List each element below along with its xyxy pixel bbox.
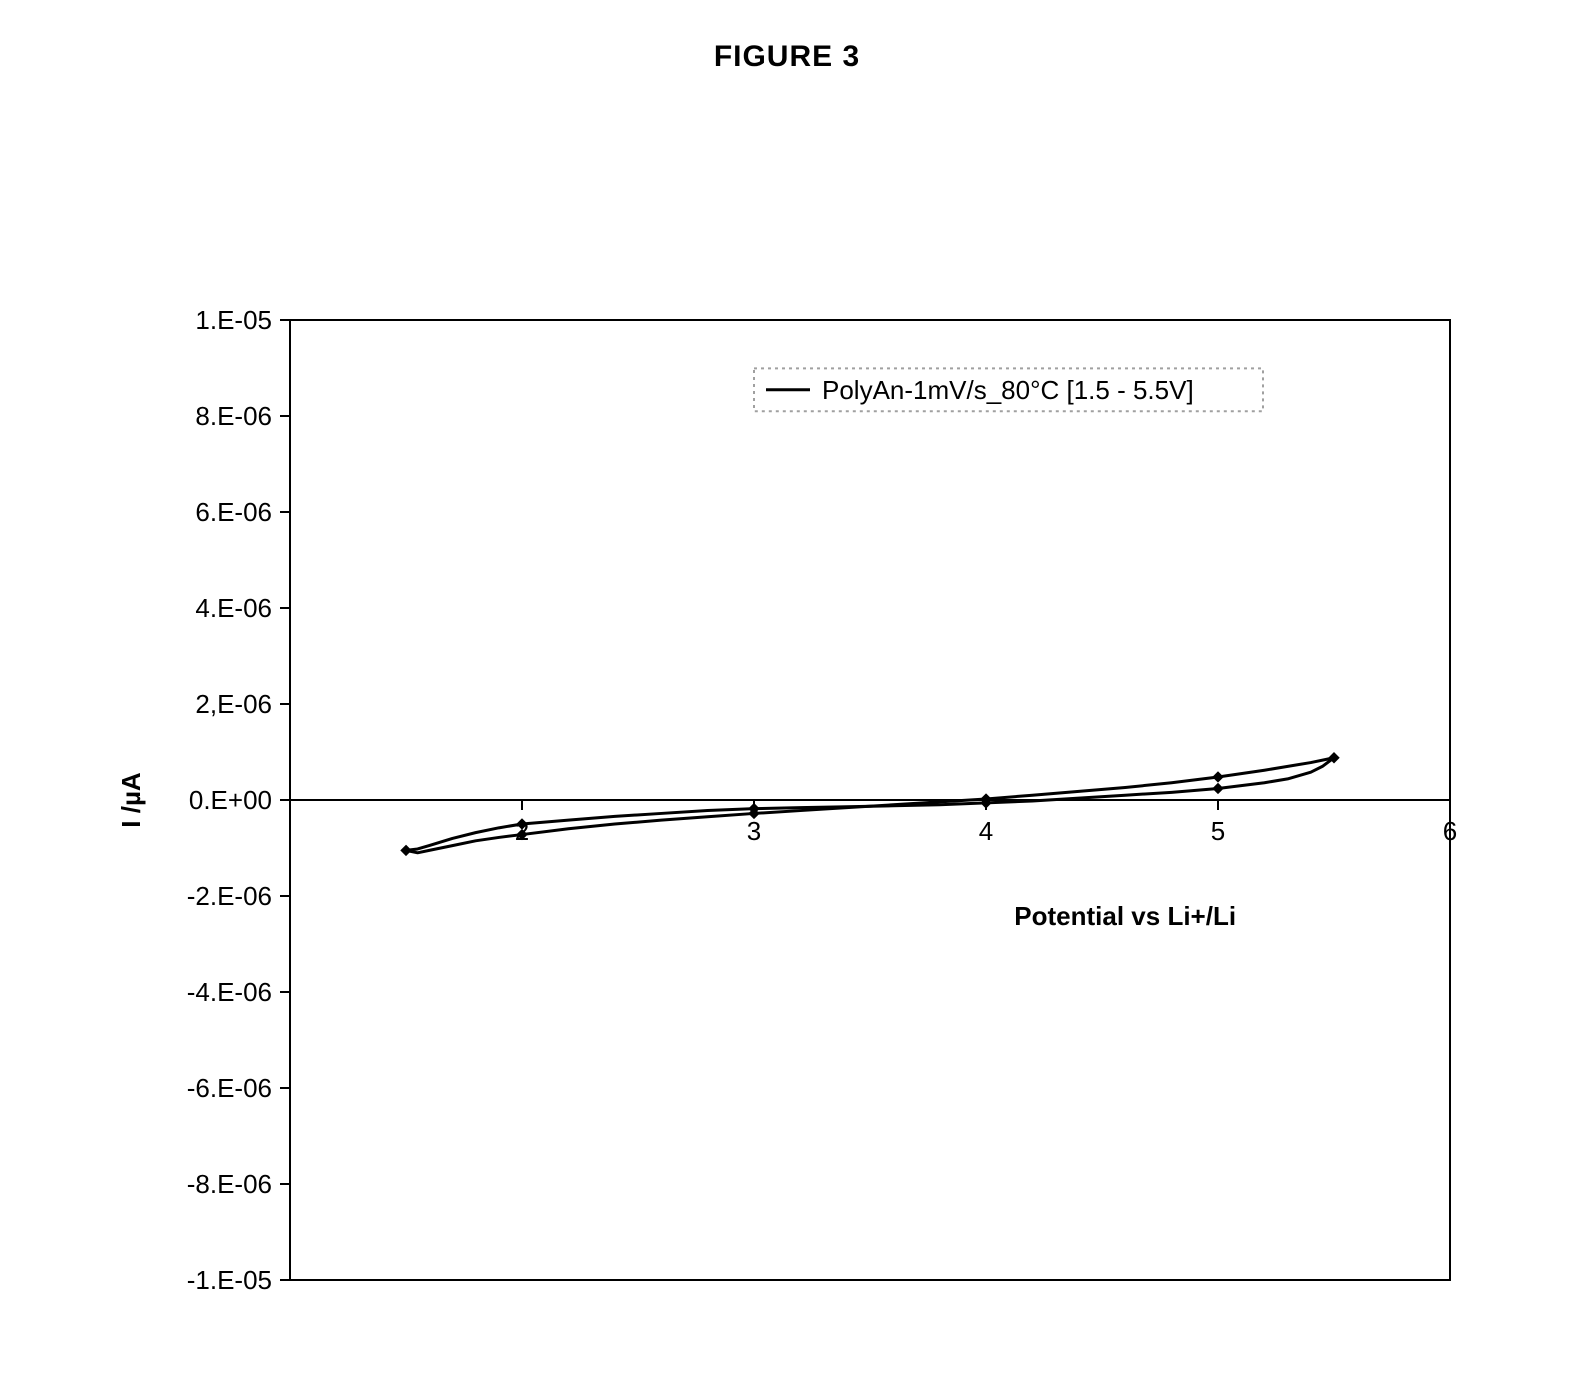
x-tick-label: 4: [979, 816, 993, 846]
y-tick-label: -4.E-06: [187, 977, 272, 1007]
y-tick-label: -6.E-06: [187, 1073, 272, 1103]
y-tick-label: 0.E+00: [189, 785, 272, 815]
cv-chart: 1.E-05 8.E-06 6.E-06 4.E-06 2,E-06 0.E+00 -2.E…: [110, 280, 1470, 1330]
x-tick-label: 5: [1211, 816, 1225, 846]
y-tick-label: 6.E-06: [195, 497, 272, 527]
y-tick-label: -2.E-06: [187, 881, 272, 911]
y-tick-label: 2,E-06: [195, 689, 272, 719]
figure-title: FIGURE 3: [0, 40, 1574, 74]
x-tick-label: 3: [747, 816, 761, 846]
y-axis-label: I /µA: [116, 772, 146, 828]
y-tick-label: 8.E-06: [195, 401, 272, 431]
x-tick-label: 6: [1443, 816, 1457, 846]
y-tick-label: -8.E-06: [187, 1169, 272, 1199]
y-tick-label: -1.E-05: [187, 1265, 272, 1295]
x-axis-label: Potential vs Li+/Li: [1014, 901, 1236, 931]
cv-chart-svg: 1.E-05 8.E-06 6.E-06 4.E-06 2,E-06 0.E+00 -2.E…: [110, 280, 1470, 1330]
y-tick-label: 1.E-05: [195, 305, 272, 335]
legend-text: PolyAn-1mV/s_80°C [1.5 - 5.5V]: [822, 375, 1194, 405]
y-tick-label: 4.E-06: [195, 593, 272, 623]
